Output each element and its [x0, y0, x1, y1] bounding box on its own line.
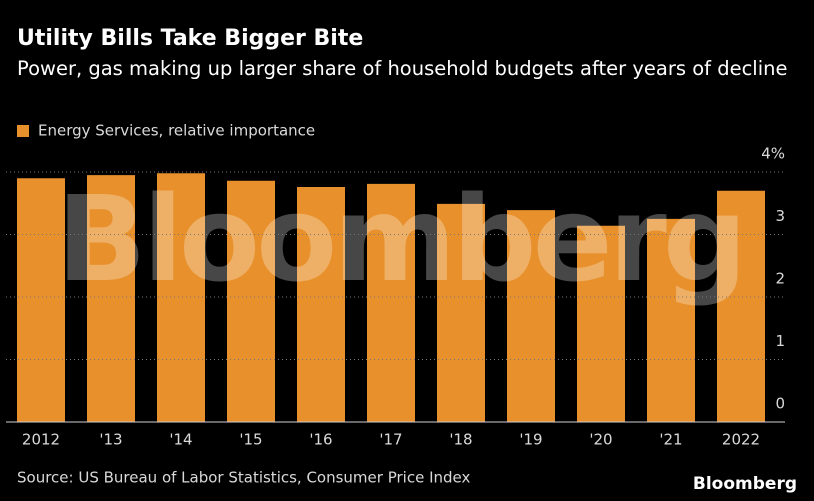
bar [437, 203, 485, 422]
legend-label: Energy Services, relative importance [38, 122, 315, 140]
bar [157, 173, 205, 422]
x-tick-label: 2012 [22, 431, 60, 449]
bar [87, 175, 135, 422]
x-tick-label: '14 [169, 431, 192, 449]
x-tick-label: '21 [659, 431, 682, 449]
x-tick-label: '19 [519, 431, 542, 449]
y-tick-label: 0 [775, 395, 785, 413]
y-tick-label: 4% [761, 145, 785, 163]
x-tick-label: '18 [449, 431, 472, 449]
bar [577, 225, 625, 422]
x-tick-label: 2022 [722, 431, 760, 449]
bar [297, 187, 345, 422]
bar [507, 210, 555, 422]
chart-title: Utility Bills Take Bigger Bite [17, 26, 364, 51]
chart-subtitle: Power, gas making up larger share of hou… [17, 57, 788, 80]
y-tick-label: 1 [775, 332, 785, 350]
source-note: Source: US Bureau of Labor Statistics, C… [17, 469, 470, 487]
bar [367, 183, 415, 422]
watermark: Bloomberg [57, 170, 744, 308]
y-tick-label: 2 [775, 270, 785, 288]
x-tick-label: '16 [309, 431, 332, 449]
legend-swatch [17, 125, 29, 137]
x-tick-label: '13 [99, 431, 122, 449]
bar [647, 218, 695, 422]
x-tick-label: '15 [239, 431, 262, 449]
bar [17, 178, 65, 422]
x-tick-label: '20 [589, 431, 612, 449]
y-tick-label: 3 [775, 207, 785, 225]
bar [717, 190, 765, 422]
x-tick-label: '17 [379, 431, 402, 449]
bar [227, 180, 275, 422]
logo: Bloomberg [693, 474, 797, 494]
